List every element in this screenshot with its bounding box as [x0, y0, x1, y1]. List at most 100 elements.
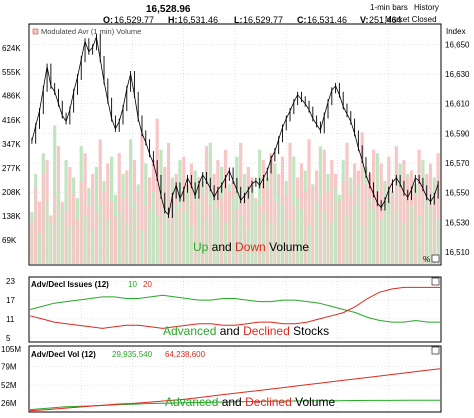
volume-bar [235, 208, 239, 264]
volume-bar [402, 222, 406, 264]
right-axis-tick: 16,570 [445, 159, 470, 168]
volume-bar [436, 153, 440, 264]
issues-caption: Advanced and Declined Stocks [163, 324, 329, 338]
history-button[interactable]: History [414, 3, 439, 12]
volume-bar [360, 132, 364, 264]
volume-bar [242, 194, 247, 264]
volume-bar [45, 201, 49, 264]
volume-bar [322, 212, 326, 264]
volume-bar [83, 153, 87, 264]
volume-bar [398, 187, 402, 264]
volume-bar [246, 229, 250, 264]
volume-bar [356, 184, 360, 264]
volume-bar [409, 205, 414, 264]
volume-axis-tick: 79M [1, 363, 17, 372]
volume-bar [421, 184, 425, 264]
open-label: O: [103, 15, 113, 25]
volume-bar [56, 191, 61, 264]
volume-bar [220, 198, 224, 264]
left-axis-tick: 416K [2, 116, 21, 125]
market-status: Market Closed [385, 15, 437, 24]
volume-bar [322, 149, 326, 264]
volume-bar [125, 222, 129, 264]
percent-toggle[interactable]: % [423, 255, 430, 264]
volume-bar [349, 194, 353, 264]
right-axis-tick: 16,650 [445, 40, 470, 49]
adv-decl-volume-series [29, 368, 441, 412]
volume-bar [239, 215, 243, 264]
legend-label: Modulated Avr (1 min) Volume [41, 27, 141, 36]
volume-bar [170, 198, 174, 264]
left-axis-tick: 486K [2, 92, 21, 101]
main-caption: Up and Down Volume [193, 240, 309, 254]
volume-bar [30, 222, 34, 264]
volume-bar [189, 225, 193, 264]
left-axis-tick: 277K [2, 164, 21, 173]
price-series [31, 33, 439, 218]
volume-bar [318, 198, 323, 264]
volume-bar [360, 225, 364, 264]
volume-bar [98, 205, 102, 264]
volume-bar [364, 184, 368, 264]
volume-bar [117, 153, 121, 264]
volume-panel-title: Adv/Decl Vol (12) [31, 350, 96, 359]
volume-bar [368, 198, 372, 264]
volume-bar [341, 180, 345, 264]
volume-bar [379, 163, 383, 264]
volume-bar [273, 201, 277, 264]
volume-caption: Advanced and Declined Volume [165, 395, 335, 409]
volume-bar [402, 160, 406, 264]
volume-bar [174, 205, 178, 264]
volume-bar [223, 222, 228, 264]
volume-bar [258, 205, 262, 264]
issues-axis-tick: 23 [6, 277, 15, 286]
issues-axis-tick: 11 [6, 315, 15, 324]
volume-bar [299, 208, 304, 264]
volume-bar [227, 191, 231, 264]
volume-bar [37, 232, 42, 264]
volume-bar [117, 212, 121, 264]
adv-decl-issues-series [29, 286, 440, 329]
left-axis-tick: 555K [2, 68, 21, 77]
volume-bar [394, 146, 398, 264]
volume-bar [390, 198, 395, 264]
volume-bar [113, 215, 118, 264]
volume-bar [345, 215, 349, 264]
axis-tick-labels: 16,650 16,630 16,610 16,590 16,570 16,550 16,5… [1, 40, 470, 408]
adv-volume-value: 29,935,540 [112, 350, 153, 359]
volume-bar [34, 187, 38, 264]
close-panel-icon[interactable] [431, 346, 440, 355]
volume-bar [129, 139, 133, 264]
volume-bar [163, 198, 167, 264]
issues-series-line [29, 286, 440, 329]
decl-volume-value: 64,238,600 [165, 350, 206, 359]
volume-bar [87, 205, 91, 264]
volume-bar [428, 208, 433, 264]
resize-handle-icon[interactable] [431, 254, 440, 263]
price-line [31, 35, 439, 216]
volume-bar [166, 222, 171, 264]
high-label: H: [168, 15, 178, 25]
volume-bar [315, 201, 319, 264]
volume-bar [417, 149, 421, 264]
high-value: 16,531.46 [178, 15, 218, 25]
volume-bar [383, 180, 387, 264]
volume-bar [288, 218, 292, 264]
bars-interval-label[interactable]: 1-min bars [370, 3, 408, 12]
volume-bar [269, 153, 273, 264]
volume-bar [151, 191, 155, 264]
volume-bar [311, 187, 315, 264]
right-axis-tick: 16,550 [445, 189, 470, 198]
volume-axis-tick: 52M [1, 381, 17, 390]
volume-bar [94, 212, 99, 264]
volume-bar [178, 208, 182, 264]
index-axis-label: Index [446, 27, 466, 36]
volume-bar [432, 194, 436, 264]
right-axis-tick: 16,630 [445, 70, 470, 79]
volume-bar [246, 167, 250, 264]
volume-bar [212, 194, 216, 264]
close-panel-icon[interactable] [431, 277, 440, 286]
volume-value: 251,464 [369, 15, 402, 25]
volume-bar [72, 194, 76, 264]
